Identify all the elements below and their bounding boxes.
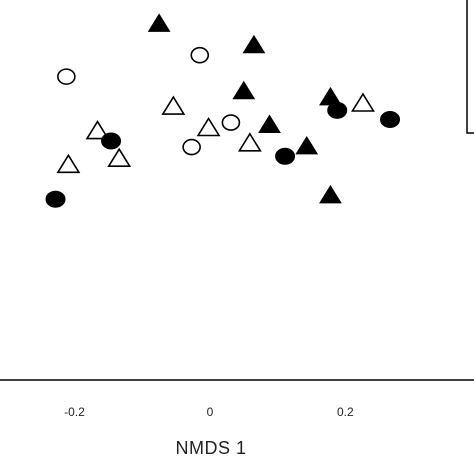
x-tick-label: 0: [207, 405, 214, 419]
scatter-point-open-triangle: [107, 147, 132, 167]
scatter-point-filled-circle: [380, 111, 401, 129]
scatter-point-filled-circle: [101, 132, 122, 150]
scatter-point-open-triangle: [351, 92, 375, 112]
scatter-point-open-triangle: [56, 153, 81, 174]
scatter-point-open-circle: [57, 68, 76, 85]
scatter-point-open-triangle: [85, 120, 110, 140]
scatter-point-open-triangle: [237, 132, 262, 152]
scatter-point-filled-triangle: [242, 34, 266, 54]
legend-box: [466, 0, 474, 134]
scatter-point-filled-triangle: [232, 80, 256, 100]
x-axis-title: NMDS 1: [175, 438, 246, 458]
scatter-point-open-circle: [190, 46, 210, 64]
x-tick-label: -0.2: [64, 405, 85, 419]
x-axis-ticks: -0.200.20.: [64, 405, 354, 419]
scatter-point-open-circle: [221, 114, 241, 131]
scatter-point-filled-circle: [275, 147, 296, 165]
scatter-point-open-triangle: [196, 116, 221, 137]
scatter-point-filled-triangle: [147, 13, 171, 32]
scatter-point-open-circle: [182, 138, 201, 156]
scatter-point-filled-circle: [45, 190, 66, 208]
data-points: [45, 13, 401, 208]
scatter-point-open-triangle: [161, 95, 186, 115]
scatter-point-filled-circle: [327, 101, 348, 119]
scatter-point-filled-triangle: [319, 184, 342, 204]
x-tick-label: 0.2: [337, 405, 354, 419]
scatter-point-filled-triangle: [295, 135, 319, 155]
scatter-point-filled-triangle: [258, 114, 281, 133]
